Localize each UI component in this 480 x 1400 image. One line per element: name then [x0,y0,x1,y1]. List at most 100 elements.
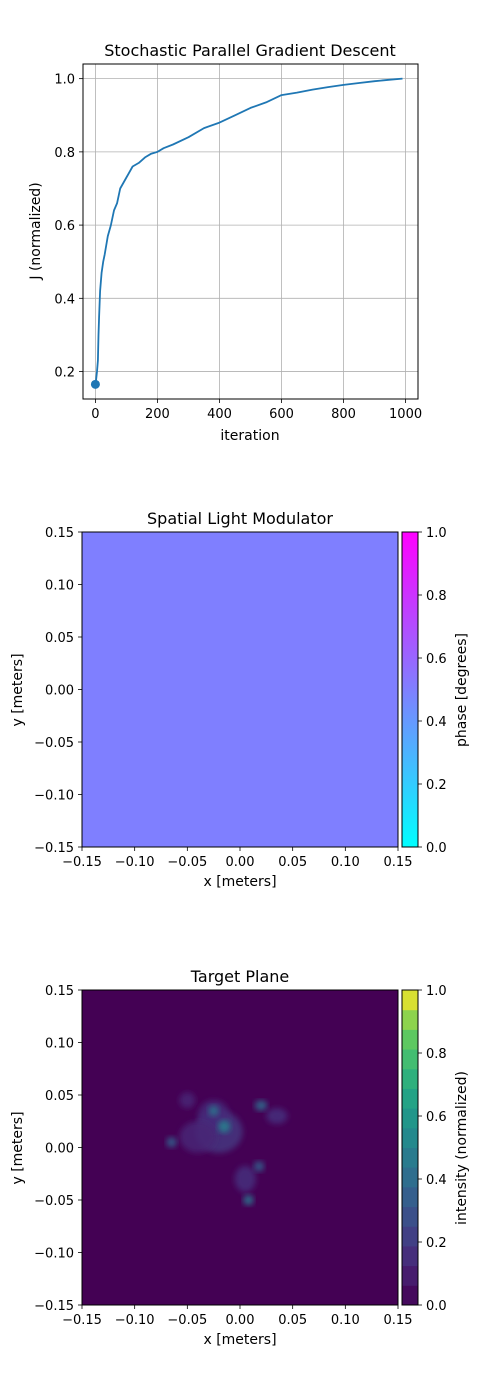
spgd-x-tick-label: 400 [207,407,232,422]
target-x-tick-label: −0.10 [115,1313,155,1328]
target-x-tick-label: −0.15 [62,1313,102,1328]
spgd-series-line [94,77,403,385]
spgd-x-tick-label: 0 [91,407,99,422]
target-y-tick-label: 0.15 [45,984,74,999]
spgd-line-chart: Stochastic Parallel Gradient Descent 0 20… [28,41,422,444]
spgd-y-tick-label: 1.0 [54,73,75,88]
slm-x-tick-label: −0.10 [115,855,155,870]
target-y-axis-label: y [meters] [10,1111,26,1184]
target-colorbar-level [402,1186,418,1208]
spgd-x-tick-label: 800 [331,407,356,422]
target-x-tick-label: 0.10 [331,1313,360,1328]
target-intensity-blob [217,1120,231,1133]
spgd-x-tick-label: 600 [269,407,294,422]
slm-chart-title: Spatial Light Modulator [147,509,333,528]
target-y-tick-label: −0.05 [34,1194,74,1209]
slm-colorbar-ticks: 0.0 0.2 0.4 0.6 0.8 1.0 [418,526,447,856]
target-y-tick-label: 0.10 [45,1037,74,1052]
slm-heatmap-chart: Spatial Light Modulator −0.15 −0.10 −0.05 0… [10,509,470,890]
slm-colorbar-tick-label: 0.0 [426,841,447,856]
target-intensity-blob [253,1161,265,1172]
spgd-x-tick-label: 200 [145,407,170,422]
target-intensity-blob [166,1136,177,1148]
target-colorbar-level [402,1147,418,1168]
target-colorbar-frame [401,989,419,1306]
slm-y-tick-label: 0.05 [45,631,74,646]
target-intensity-field [166,1092,288,1206]
spgd-y-axis-label: J (normalized) [28,182,44,280]
target-colorbar-level [402,1206,418,1227]
slm-colorbar-tick-label: 0.4 [426,715,447,730]
target-colorbar-level [402,1009,418,1030]
spgd-y-tick-label: 0.4 [54,292,75,307]
slm-y-tick-label: 0.15 [45,526,74,541]
slm-colorbar-label: phase [degrees] [454,633,470,747]
spgd-y-ticks: 0.2 0.4 0.6 0.8 1.0 [54,73,83,381]
target-colorbar [402,990,418,1306]
target-colorbar-label: intensity (normalized) [454,1071,470,1225]
target-intensity-blob [234,1165,256,1193]
target-colorbar-level [402,1285,418,1306]
spgd-x-tick-label: 1000 [389,407,422,422]
slm-y-tick-label: 0.00 [45,684,74,699]
target-y-tick-label: 0.00 [45,1142,74,1157]
target-y-ticks: −0.15 −0.10 −0.05 0.00 0.05 0.10 0.15 [34,984,82,1314]
slm-y-tick-label: −0.05 [34,736,74,751]
slm-x-ticks: −0.15 −0.10 −0.05 0.00 0.05 0.10 0.15 [62,847,412,870]
slm-colorbar-tick-label: 1.0 [426,526,447,541]
slm-colorbar-tick-label: 0.2 [426,778,447,793]
target-colorbar-tick-label: 0.4 [426,1173,447,1188]
target-y-tick-label: 0.05 [45,1089,74,1104]
target-colorbar-level [402,1108,418,1129]
target-intensity-blob [254,1100,268,1111]
target-plane-chart: Target Plane −0.15 −0.10 −0.05 0.00 0.05 0.10… [10,967,470,1348]
target-colorbar-level [402,1127,418,1148]
target-y-tick-label: −0.10 [34,1247,74,1262]
spgd-chart-title: Stochastic Parallel Gradient Descent [104,41,396,60]
slm-x-tick-label: 0.10 [331,855,360,870]
target-intensity-blob [266,1108,288,1124]
target-intensity-blob [208,1105,219,1117]
slm-x-tick-label: 0.00 [226,855,255,870]
slm-x-tick-label: 0.05 [278,855,307,870]
target-colorbar-tick-label: 0.6 [426,1110,447,1125]
spgd-gridlines [83,64,418,399]
target-x-axis-label: x [meters] [203,1332,276,1348]
slm-x-tick-label: 0.15 [384,855,413,870]
slm-phase-field [82,532,398,847]
slm-colorbar [401,531,419,848]
target-colorbar-level [402,1068,418,1089]
target-x-tick-label: 0.00 [226,1313,255,1328]
spgd-y-tick-label: 0.8 [54,146,75,161]
slm-x-tick-label: −0.15 [62,855,102,870]
slm-colorbar-tick-label: 0.8 [426,589,447,604]
target-colorbar-tick-label: 0.0 [426,1299,447,1314]
target-colorbar-ticks: 0.0 0.2 0.4 0.6 0.8 1.0 [418,984,447,1314]
target-intensity-blob [179,1121,217,1153]
slm-colorbar-tick-label: 0.6 [426,652,447,667]
spgd-x-ticks: 0 200 400 600 800 1000 [91,399,422,422]
spgd-series [90,77,403,389]
slm-y-tick-label: −0.10 [34,789,74,804]
target-colorbar-level [402,1265,418,1286]
slm-x-axis-label: x [meters] [203,874,276,890]
target-colorbar-tick-label: 0.2 [426,1236,447,1251]
target-x-tick-label: 0.05 [278,1313,307,1328]
target-x-tick-label: 0.15 [384,1313,413,1328]
spgd-start-marker [90,379,100,389]
spgd-plot-frame [82,63,419,400]
target-chart-title: Target Plane [190,967,289,986]
target-colorbar-tick-label: 1.0 [426,984,447,999]
target-colorbar-level [402,1049,418,1070]
target-colorbar-level [402,1167,418,1188]
target-intensity-background [82,990,398,1305]
target-colorbar-level [402,1029,418,1050]
slm-y-tick-label: 0.10 [45,579,74,594]
target-colorbar-level [402,990,418,1011]
target-colorbar-tick-label: 0.8 [426,1047,447,1062]
target-x-ticks: −0.15 −0.10 −0.05 0.00 0.05 0.10 0.15 [62,1305,412,1328]
spgd-y-tick-label: 0.6 [54,219,75,234]
spgd-y-tick-label: 0.2 [54,366,75,381]
target-y-tick-label: −0.15 [34,1299,74,1314]
target-colorbar-level [402,1245,418,1267]
